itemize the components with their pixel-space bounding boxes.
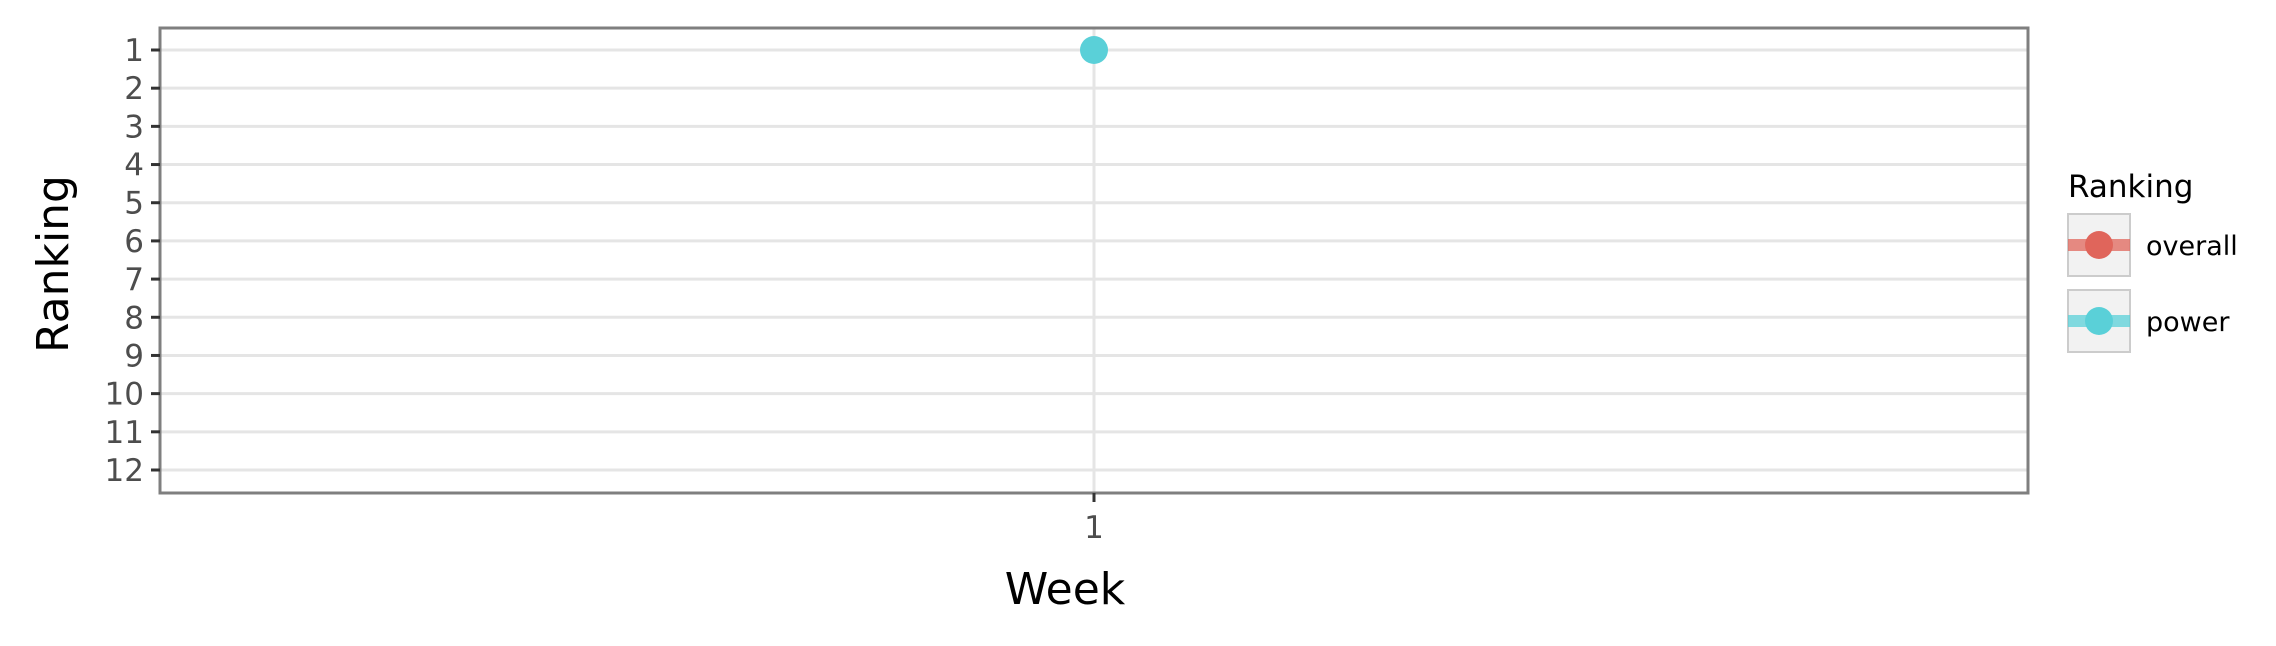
- y-tick-label-10: 10: [105, 377, 144, 413]
- grid-layer: [160, 28, 2028, 493]
- y-tick-label-9: 9: [124, 338, 144, 374]
- y-axis-title: Ranking: [28, 175, 79, 353]
- legend-entries: overall power: [2067, 213, 2238, 353]
- y-tick-label-2: 2: [124, 71, 144, 107]
- legend-label-power: power: [2146, 307, 2230, 338]
- y-tick-label-11: 11: [105, 415, 144, 451]
- y-tick-label-12: 12: [105, 453, 144, 489]
- y-tick-label-1: 1: [124, 33, 144, 69]
- y-tick-label-4: 4: [124, 148, 144, 184]
- legend-title: Ranking: [2068, 169, 2193, 205]
- point-power-0: [1080, 36, 1108, 64]
- legend-marker-power: [2085, 307, 2113, 335]
- y-tick-label-7: 7: [124, 262, 144, 298]
- y-tick-label-8: 8: [124, 300, 144, 336]
- x-axis-title: Week: [1005, 564, 1126, 615]
- legend: Ranking overall power: [2067, 169, 2238, 353]
- x-tick-label-1: 1: [1084, 510, 1104, 546]
- legend-label-overall: overall: [2146, 231, 2238, 262]
- series-layer: [1080, 36, 1108, 64]
- y-tick-label-5: 5: [124, 186, 144, 222]
- y-tick-label-6: 6: [124, 224, 144, 260]
- legend-marker-overall: [2085, 231, 2113, 259]
- y-tick-label-3: 3: [124, 109, 144, 145]
